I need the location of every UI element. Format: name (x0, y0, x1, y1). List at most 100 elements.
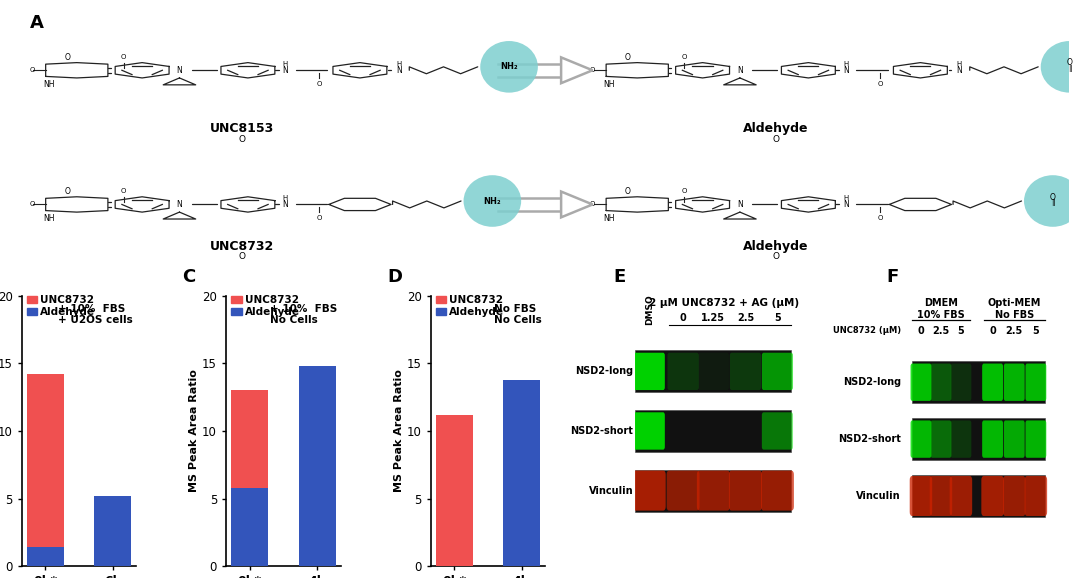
FancyBboxPatch shape (761, 470, 794, 510)
Text: NSD2-long: NSD2-long (575, 366, 633, 376)
FancyBboxPatch shape (931, 420, 951, 458)
Bar (913, 361, 1044, 403)
Text: O: O (121, 54, 126, 60)
Text: O: O (625, 53, 631, 62)
FancyBboxPatch shape (931, 364, 951, 401)
Text: O: O (238, 252, 245, 261)
Text: 2.5: 2.5 (1005, 326, 1023, 336)
Bar (913, 418, 1044, 460)
FancyBboxPatch shape (633, 470, 665, 510)
FancyBboxPatch shape (950, 420, 971, 458)
FancyBboxPatch shape (761, 353, 793, 390)
FancyBboxPatch shape (982, 420, 1003, 458)
Text: O: O (121, 188, 126, 194)
Legend: UNC8732, Aldehyde: UNC8732, Aldehyde (435, 295, 504, 317)
Polygon shape (562, 57, 593, 83)
FancyBboxPatch shape (634, 353, 665, 390)
Text: O: O (1050, 192, 1056, 202)
FancyBboxPatch shape (1003, 364, 1025, 401)
Text: NH: NH (43, 80, 54, 89)
Text: UNC8732: UNC8732 (210, 240, 273, 254)
Bar (94, 496, 132, 566)
Text: Vinculin: Vinculin (856, 491, 901, 501)
Text: 5: 5 (1032, 326, 1039, 336)
Text: Aldehyde: Aldehyde (743, 240, 809, 254)
FancyBboxPatch shape (697, 470, 730, 510)
Legend: UNC8732, Aldehyde: UNC8732, Aldehyde (27, 295, 95, 317)
Text: N: N (396, 66, 402, 75)
Text: O: O (29, 202, 35, 208)
Text: N: N (176, 200, 183, 209)
FancyBboxPatch shape (1003, 476, 1026, 516)
FancyBboxPatch shape (982, 364, 1003, 401)
FancyBboxPatch shape (910, 364, 931, 401)
Bar (635, 410, 792, 452)
Text: UNC8153: UNC8153 (210, 122, 273, 135)
Text: NSD2-short: NSD2-short (570, 426, 633, 436)
Text: H: H (843, 61, 848, 67)
Y-axis label: MS Peak Area Ratio: MS Peak Area Ratio (394, 369, 404, 492)
FancyBboxPatch shape (730, 353, 761, 390)
FancyBboxPatch shape (634, 412, 665, 450)
Text: O: O (590, 202, 595, 208)
Text: NH₂: NH₂ (484, 197, 501, 206)
Bar (27, 547, 64, 566)
Text: ‖: ‖ (1068, 65, 1071, 72)
FancyBboxPatch shape (698, 353, 729, 390)
Text: O: O (316, 214, 322, 221)
Text: H: H (957, 61, 962, 67)
FancyBboxPatch shape (982, 476, 1003, 516)
Text: NH: NH (604, 214, 615, 223)
Text: N: N (842, 66, 849, 75)
Bar (913, 475, 1044, 517)
Text: + 10%  FBS
+ U2OS cells: + 10% FBS + U2OS cells (58, 303, 133, 325)
Legend: UNC8732, Aldehyde: UNC8732, Aldehyde (231, 295, 300, 317)
Text: 0: 0 (679, 313, 687, 323)
Text: 1.25: 1.25 (701, 313, 726, 323)
Text: No FBS
No Cells: No FBS No Cells (495, 303, 542, 325)
FancyBboxPatch shape (1003, 420, 1025, 458)
Text: O: O (772, 135, 780, 144)
Text: N: N (282, 200, 288, 209)
Text: O: O (65, 53, 70, 62)
Text: 0: 0 (989, 326, 996, 336)
Polygon shape (562, 191, 593, 217)
Text: N: N (176, 66, 183, 75)
Text: NH: NH (604, 80, 615, 89)
Text: Opti-MEM
No FBS: Opti-MEM No FBS (987, 298, 1041, 320)
Text: Vinculin: Vinculin (589, 486, 633, 495)
Text: 2.5: 2.5 (932, 326, 949, 336)
Text: 2.5: 2.5 (737, 313, 754, 323)
Text: N: N (737, 200, 743, 209)
FancyBboxPatch shape (761, 412, 793, 450)
Text: 0: 0 (918, 326, 924, 336)
Text: 5: 5 (774, 313, 781, 323)
Text: E: E (613, 268, 626, 287)
Text: A: A (30, 13, 44, 32)
Bar (635, 469, 792, 512)
Text: Aldehyde: Aldehyde (743, 122, 809, 135)
Text: O: O (316, 80, 322, 87)
Ellipse shape (463, 175, 522, 227)
Text: O: O (238, 135, 245, 144)
Y-axis label: MS Peak Area Ratio: MS Peak Area Ratio (189, 369, 200, 492)
Text: O: O (681, 188, 687, 194)
Text: 5: 5 (958, 326, 964, 336)
FancyBboxPatch shape (729, 470, 761, 510)
Text: N: N (957, 66, 962, 75)
FancyBboxPatch shape (930, 476, 953, 516)
Bar (27, 374, 64, 547)
Text: DMEM
10% FBS: DMEM 10% FBS (917, 298, 964, 320)
Text: H: H (283, 61, 288, 67)
FancyBboxPatch shape (667, 353, 699, 390)
Bar (231, 488, 268, 566)
Text: N: N (842, 200, 849, 209)
FancyBboxPatch shape (1026, 364, 1047, 401)
Text: NH₂: NH₂ (500, 62, 518, 71)
Text: NSD2-long: NSD2-long (842, 377, 901, 387)
Text: H: H (396, 61, 402, 67)
Text: O: O (772, 252, 780, 261)
Ellipse shape (1024, 175, 1080, 227)
FancyBboxPatch shape (910, 420, 931, 458)
Text: F: F (886, 268, 899, 287)
